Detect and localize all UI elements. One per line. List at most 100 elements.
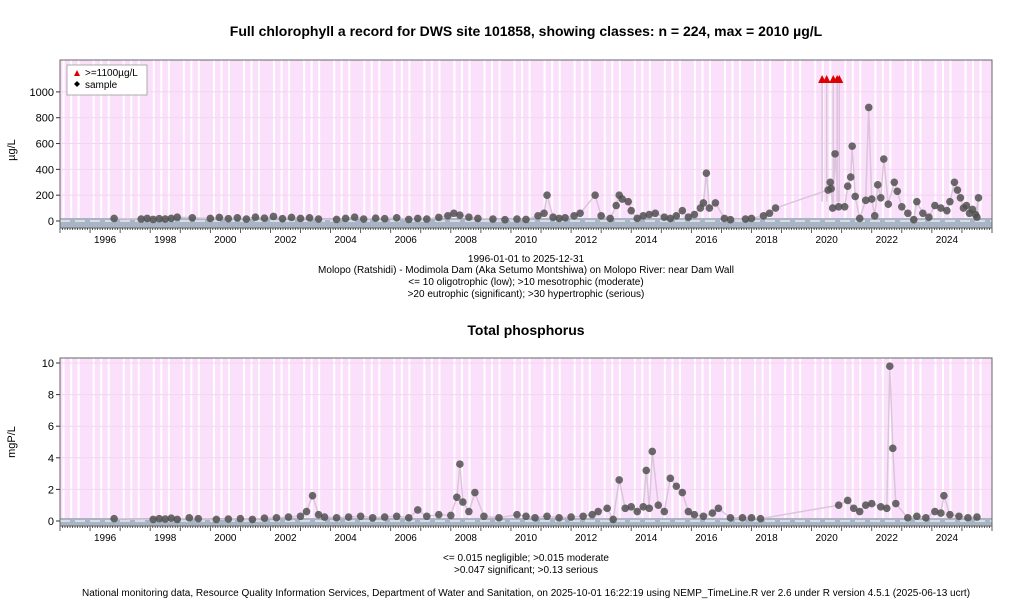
chart2-gridline	[829, 358, 832, 526]
chart2-data-point	[260, 514, 269, 522]
chart2-gridline	[528, 358, 531, 526]
chart1-xtick-label: 2008	[455, 235, 478, 246]
chart2-gridline	[288, 358, 291, 526]
chart2-data-point	[194, 514, 203, 523]
chart2-data-point	[185, 514, 194, 522]
chart2-data-point	[456, 460, 464, 468]
chart1-ytick-label: 1000	[30, 87, 54, 99]
chart2-gridline	[739, 358, 742, 526]
chart1-data-point	[867, 195, 876, 203]
chart1-data-point	[973, 213, 981, 221]
chart2-data-point	[308, 491, 317, 500]
chart1-data-point	[931, 201, 939, 210]
chart2-gridline	[972, 358, 975, 526]
chart1-data-point	[864, 103, 873, 112]
chart2-gridline	[423, 358, 426, 526]
chart1-data-point	[937, 204, 945, 212]
chart2-data-point	[380, 513, 389, 521]
chart1-data-point	[137, 215, 145, 223]
chart2-data-point	[849, 504, 858, 513]
chart2-xtick-label: 1998	[154, 533, 177, 544]
chart1-data-point	[350, 213, 359, 221]
chart2-data-point	[392, 512, 401, 521]
chart2-gridline	[769, 358, 772, 526]
chart2-data-point	[672, 482, 681, 491]
chart2-data-point	[843, 496, 852, 505]
chart2-gridline	[708, 358, 711, 526]
chart1-data-point	[702, 169, 711, 178]
chart1-note-3: <= 10 oligotrophic (low); >10 mesotrophi…	[408, 277, 643, 288]
chart1-data-point	[161, 215, 170, 223]
chart1-data-point	[953, 186, 962, 194]
chart2-gridline	[551, 358, 554, 526]
chart1-data-point	[913, 197, 921, 206]
chart2-data-point	[876, 502, 885, 511]
chart1-data-point	[305, 213, 314, 222]
chart2-gridline	[400, 358, 403, 526]
chart2-data-point	[588, 510, 596, 519]
chart2-data-point	[627, 502, 636, 511]
chart1-data-point	[392, 213, 401, 222]
chart2-gridline	[340, 358, 343, 526]
chart1-data-point	[206, 214, 215, 223]
chart2-data-point	[946, 510, 954, 519]
chart1-data-point	[233, 213, 242, 222]
chart2-gridline	[430, 358, 433, 526]
chart2-data-point	[666, 474, 675, 483]
chart2-gridline	[220, 358, 223, 526]
chart2-data-point	[435, 510, 443, 519]
chart2-gridline	[754, 358, 757, 526]
chart2-gridline	[784, 358, 787, 526]
legend-triangle-icon	[74, 70, 80, 76]
chart2-data-point	[904, 514, 912, 522]
chart2-gridline	[227, 358, 230, 526]
chart2-gridline	[881, 358, 884, 526]
chart1-exceed-marker	[822, 75, 831, 83]
chart1-xtick-label: 2022	[876, 235, 899, 246]
chart2-data-point	[465, 507, 473, 516]
chart1-xtick-label: 2024	[936, 235, 959, 246]
chart1-xtick-label: 2000	[214, 235, 237, 246]
chart1-data-point	[597, 212, 605, 220]
chart2-data-point	[603, 504, 611, 513]
chart2-gridline	[934, 358, 937, 526]
chart1-data-point	[167, 214, 176, 223]
chart1-data-point	[570, 212, 578, 220]
chart2-note-2: >0.047 significant; >0.13 serious	[454, 565, 598, 576]
chart2-gridline	[242, 358, 245, 526]
chart2-data-point	[609, 515, 617, 524]
chart1-xtick-label: 1998	[154, 235, 177, 246]
chart1-data-point	[287, 213, 296, 222]
chart1-data-point	[251, 213, 260, 221]
chart2-gridline	[152, 358, 155, 526]
chart1-data-point	[720, 214, 729, 223]
chart1-data-point	[624, 197, 633, 206]
chart2-ytick-label: 2	[48, 484, 54, 496]
chart2-data-point	[639, 502, 648, 511]
chart2-gridline	[468, 358, 471, 526]
chart1-note-2: Molopo (Ratshidi) - Modimola Dam (Aka Se…	[318, 265, 734, 276]
chart1-data-point	[314, 215, 323, 223]
chart2-ylabel: mgP/L	[6, 426, 18, 458]
chart2-data-point	[356, 512, 365, 521]
chart2-gridline	[904, 358, 907, 526]
chart1-data-point	[771, 204, 780, 212]
chart2-note-1: <= 0.015 negligible; >0.015 moderate	[443, 553, 609, 564]
chart1-data-point	[149, 215, 157, 224]
chart1-data-point	[474, 214, 482, 223]
chart1-data-point	[465, 213, 473, 221]
chart2-data-point	[756, 514, 765, 523]
chart2-gridline	[859, 358, 862, 526]
chart2-xtick-label: 2016	[695, 533, 718, 544]
chart1-data-point	[639, 212, 648, 220]
chart2-gridline	[919, 358, 922, 526]
chart2-data-point	[513, 510, 521, 519]
chart2-title: Total phosphorus	[467, 322, 584, 338]
chart2-xtick-label: 2014	[635, 533, 658, 544]
chart1-data-point	[450, 209, 458, 218]
chart1-xtick-label: 2018	[755, 235, 778, 246]
chart2-data-point	[368, 514, 377, 522]
chart2-gridline	[107, 358, 110, 526]
chart2-data-point	[344, 513, 353, 521]
chart2-xtick-label: 2022	[876, 533, 899, 544]
